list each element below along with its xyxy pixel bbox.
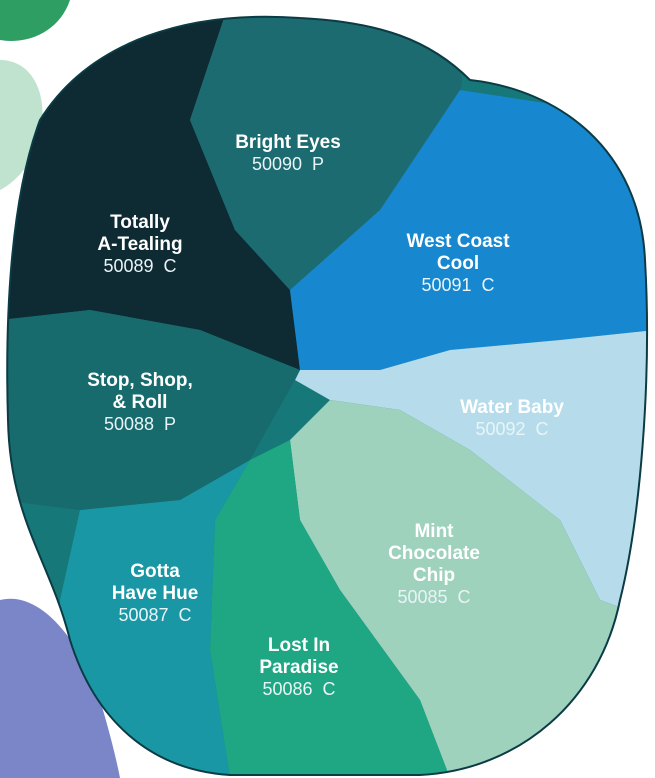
swatch-name: West Coast [406, 231, 510, 252]
swatch-code: 50092 C [475, 419, 548, 439]
region [210, 440, 450, 776]
swatch-name: Totally [110, 212, 170, 233]
swatch-name: Gotta [130, 561, 180, 582]
region [7, 16, 300, 370]
swatch-name: Stop, Shop, [87, 370, 193, 391]
swatch-code: 50085 C [397, 587, 470, 607]
corner-shape [0, 0, 70, 41]
swatch-name: Chip [413, 565, 455, 586]
region [60, 460, 250, 776]
swatch-name: Chocolate [388, 543, 480, 564]
swatch-code: 50088 P [104, 414, 176, 434]
swatch-name: Paradise [259, 657, 338, 678]
region [295, 330, 648, 620]
region [190, 16, 470, 290]
swatch-code: 50089 C [103, 256, 176, 276]
bottle [0, 598, 120, 778]
swatch-name: Lost In [268, 635, 330, 656]
swatch-name: & Roll [113, 392, 168, 413]
swatch-name: Water Baby [460, 397, 564, 418]
swatch-name: A-Tealing [97, 234, 182, 255]
blob-outline [6, 15, 648, 776]
swatch-name: Bright Eyes [235, 132, 341, 153]
swatch-code: 50087 C [118, 605, 191, 625]
region [290, 400, 648, 776]
region [7, 310, 300, 510]
swatch-code: 50090 P [252, 154, 324, 174]
swatch-name: Have Hue [112, 583, 199, 604]
region [290, 90, 648, 370]
swatch-code: 50091 C [421, 275, 494, 295]
swatch-code: 50086 C [262, 679, 335, 699]
swatch-name: Mint [414, 521, 454, 542]
swatch-name: Cool [437, 253, 479, 274]
